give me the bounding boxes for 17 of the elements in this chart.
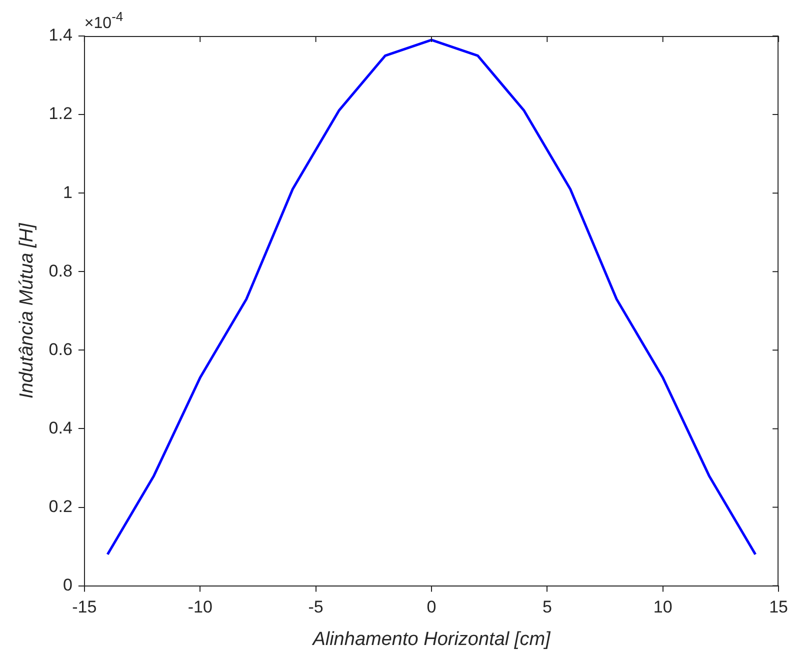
y-tick-label: 0.4: [48, 418, 72, 438]
y-axis-title: Indutância Mútua [H]: [16, 222, 38, 399]
x-tick-label: 10: [653, 598, 672, 617]
y-tick-label: 1.4: [48, 26, 72, 45]
y-tick-label: 1.2: [48, 104, 72, 124]
y-tick-label: 0.8: [48, 261, 72, 280]
y-tick-label: 0: [62, 575, 72, 594]
y-tick-label: 0.6: [48, 340, 72, 359]
x-tick-label: -5: [308, 598, 324, 617]
x-axis-title: Alinhamento Horizontal [cm]: [312, 628, 552, 650]
x-tick-label: -10: [188, 598, 212, 617]
x-tick-label: -15: [72, 598, 97, 617]
x-tick-label: 5: [542, 598, 552, 617]
y-tick-label: 0.2: [48, 496, 72, 516]
x-tick-label: 15: [769, 598, 788, 617]
y-tick-label: 1: [62, 182, 72, 202]
x-tick-label: 0: [426, 598, 436, 617]
